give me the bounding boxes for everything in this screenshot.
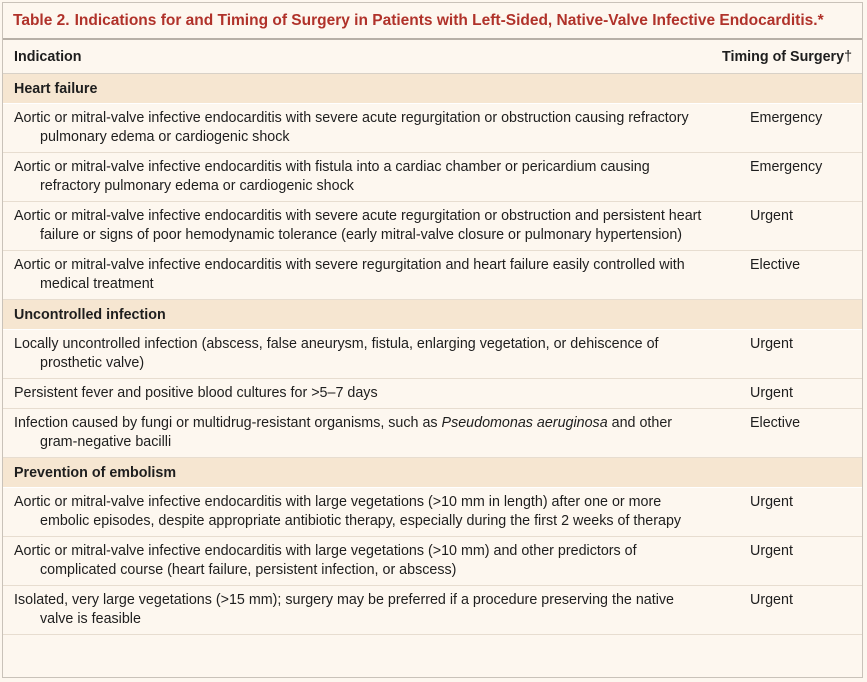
table-row: Aortic or mitral-valve infective endocar… [3, 536, 862, 586]
indication-text-pre: Infection caused by fungi or multidrug-r… [14, 415, 442, 431]
timing-cell: Elective [714, 250, 862, 300]
header-timing-footnote-mark: † [844, 48, 853, 65]
table-caption: Table 2. Indications for and Timing of S… [3, 3, 862, 40]
indication-text: Aortic or mitral-valve infective endocar… [14, 257, 685, 292]
table-row: Aortic or mitral-valve infective endocar… [3, 103, 862, 153]
table-row: Aortic or mitral-valve infective endocar… [3, 487, 862, 537]
header-indication: Indication [3, 40, 714, 74]
timing-cell: Urgent [714, 536, 862, 586]
section-heading: Heart failure [3, 73, 862, 104]
section-heading: Prevention of embolism [3, 457, 862, 488]
indication-cell: Aortic or mitral-valve infective endocar… [3, 201, 714, 251]
indication-cell: Persistent fever and positive blood cult… [3, 378, 714, 409]
indication-cell: Isolated, very large vegetations (>15 mm… [3, 585, 714, 635]
indication-text: Aortic or mitral-valve infective endocar… [14, 543, 637, 578]
timing-cell: Urgent [714, 201, 862, 251]
timing-cell: Emergency [714, 103, 862, 153]
table-row: Persistent fever and positive blood cult… [3, 378, 862, 409]
table-row: Aortic or mitral-valve infective endocar… [3, 250, 862, 300]
indication-text: Aortic or mitral-valve infective endocar… [14, 110, 689, 145]
indication-text: Infection caused by fungi or multidrug-r… [14, 414, 704, 452]
indication-text: Persistent fever and positive blood cult… [14, 385, 378, 401]
indication-cell: Aortic or mitral-valve infective endocar… [3, 250, 714, 300]
table-row: Aortic or mitral-valve infective endocar… [3, 152, 862, 202]
indication-text: Aortic or mitral-valve infective endocar… [14, 208, 702, 243]
indication-cell: Infection caused by fungi or multidrug-r… [3, 408, 714, 458]
timing-cell: Emergency [714, 152, 862, 202]
indication-cell: Aortic or mitral-valve infective endocar… [3, 103, 714, 153]
indication-cell: Aortic or mitral-valve infective endocar… [3, 152, 714, 202]
indication-text: Locally uncontrolled infection (abscess,… [14, 336, 659, 371]
section-row: Heart failure [3, 73, 862, 104]
timing-cell: Urgent [714, 487, 862, 537]
table-row: Isolated, very large vegetations (>15 mm… [3, 585, 862, 635]
table-number: Table 2. [13, 11, 70, 29]
section-heading: Uncontrolled infection [3, 299, 862, 330]
table-title: Indications for and Timing of Surgery in… [74, 11, 824, 29]
section-row: Uncontrolled infection [3, 299, 862, 330]
indication-text: Aortic or mitral-valve infective endocar… [14, 494, 682, 529]
header-timing: Timing of Surgery† [714, 40, 862, 74]
indication-text: Isolated, very large vegetations (>15 mm… [14, 592, 674, 627]
timing-cell: Urgent [714, 378, 862, 409]
indications-table: Indication Timing of Surgery† Heart fail… [3, 40, 862, 635]
indication-cell: Aortic or mitral-valve infective endocar… [3, 487, 714, 537]
indication-cell: Locally uncontrolled infection (abscess,… [3, 329, 714, 379]
table-row: Aortic or mitral-valve infective endocar… [3, 201, 862, 251]
indication-text-post: and other gram-negative bacilli [40, 415, 673, 450]
table-row: Infection caused by fungi or multidrug-r… [3, 408, 862, 458]
header-timing-label: Timing of Surgery [722, 48, 845, 65]
section-row: Prevention of embolism [3, 457, 862, 488]
timing-cell: Urgent [714, 585, 862, 635]
table-row: Locally uncontrolled infection (abscess,… [3, 329, 862, 379]
indication-text: Aortic or mitral-valve infective endocar… [14, 159, 650, 194]
organism-name: Pseudomonas aeruginosa [441, 415, 608, 431]
indication-cell: Aortic or mitral-valve infective endocar… [3, 536, 714, 586]
timing-cell: Urgent [714, 329, 862, 379]
header-row: Indication Timing of Surgery† [3, 40, 862, 74]
timing-cell: Elective [714, 408, 862, 458]
